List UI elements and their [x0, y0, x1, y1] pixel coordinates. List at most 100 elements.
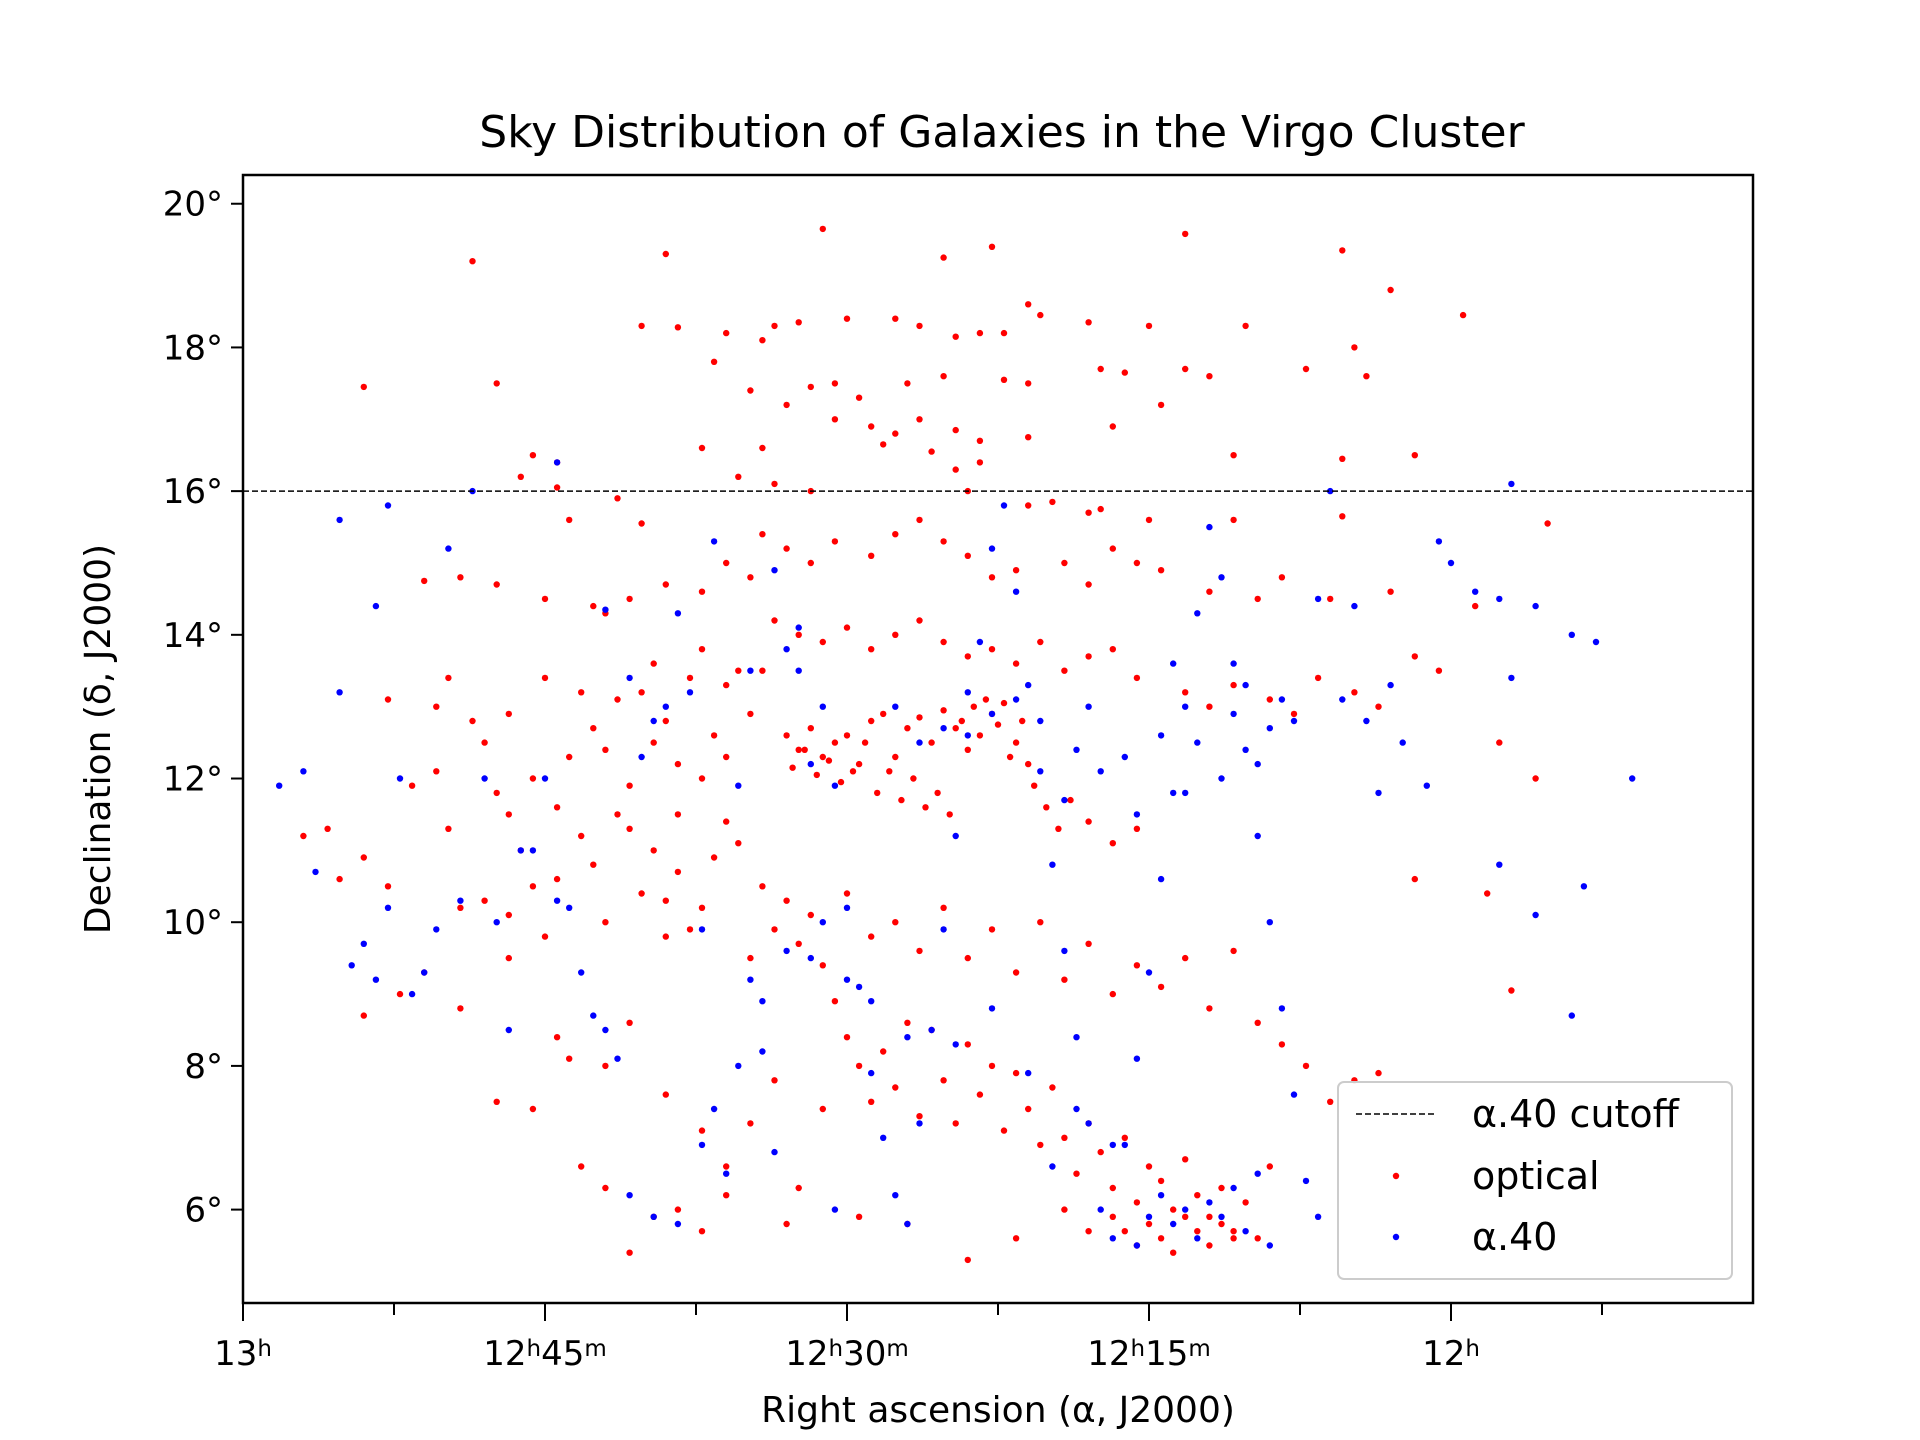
- alpha40-point: [1012, 696, 1020, 703]
- optical-point: [638, 520, 645, 527]
- alpha40-point: [1387, 681, 1394, 689]
- alpha40-point: [457, 897, 464, 904]
- optical-point: [553, 804, 561, 811]
- optical-point: [614, 811, 621, 818]
- optical-point: [880, 710, 887, 718]
- optical-point: [638, 322, 645, 330]
- optical-point: [1351, 344, 1358, 351]
- optical-point: [469, 258, 476, 265]
- alpha40-point: [1194, 610, 1201, 617]
- optical-point: [698, 646, 706, 653]
- optical-point: [916, 1113, 923, 1120]
- alpha40-point: [1447, 559, 1455, 567]
- alpha40-point: [1266, 919, 1274, 926]
- optical-point: [336, 875, 343, 883]
- optical-point: [457, 904, 464, 911]
- alpha40-point: [1278, 696, 1286, 703]
- optical-point: [747, 387, 754, 394]
- optical-point: [928, 448, 935, 455]
- optical-point: [886, 768, 893, 775]
- optical-point: [360, 1012, 367, 1019]
- optical-point: [1121, 1134, 1129, 1142]
- optical-point: [1109, 646, 1117, 653]
- optical-point: [771, 617, 778, 624]
- optical-point: [1145, 516, 1153, 524]
- alpha40-point: [553, 459, 561, 466]
- optical-point: [360, 854, 367, 861]
- optical-point: [916, 322, 923, 330]
- optical-point: [904, 725, 911, 732]
- optical-point: [988, 243, 996, 250]
- alpha40-point: [1206, 523, 1213, 531]
- y-tick-label: 6°: [184, 1191, 223, 1231]
- x-tick-label: 12h15m: [1087, 1334, 1211, 1374]
- optical-point: [1157, 567, 1165, 574]
- optical-point: [723, 1192, 730, 1199]
- optical-point: [590, 725, 597, 732]
- alpha40-point: [771, 567, 778, 574]
- optical-point: [1314, 674, 1322, 682]
- alpha40-point: [831, 782, 839, 789]
- optical-point: [795, 746, 802, 753]
- optical-point: [843, 732, 851, 739]
- y-axis-ticks: 6° 8° 10° 12° 14° 16° 18° 20°: [163, 185, 243, 1231]
- optical-point: [1025, 1105, 1032, 1113]
- alpha40-point: [481, 775, 488, 782]
- optical-point: [1302, 365, 1310, 373]
- optical-point: [819, 962, 826, 969]
- optical-point: [1302, 1062, 1310, 1070]
- alpha40-point: [1182, 789, 1189, 797]
- alpha40-point: [421, 969, 428, 976]
- alpha40-point: [1327, 487, 1334, 495]
- optical-point: [1339, 455, 1346, 462]
- alpha40-point: [1532, 602, 1539, 610]
- optical-point: [982, 696, 990, 703]
- optical-point: [1012, 739, 1020, 746]
- optical-point: [1242, 1199, 1249, 1206]
- optical-point: [759, 337, 766, 344]
- optical-point: [1061, 1134, 1068, 1142]
- alpha40-point: [698, 1141, 706, 1149]
- optical-point: [843, 890, 851, 897]
- optical-point: [916, 516, 923, 524]
- optical-point: [698, 904, 706, 911]
- alpha40-point: [868, 998, 875, 1005]
- optical-point: [1133, 674, 1141, 682]
- alpha40-point: [300, 768, 307, 775]
- alpha40-point: [892, 703, 899, 710]
- optical-point: [602, 746, 609, 753]
- alpha40-point: [1266, 725, 1274, 732]
- optical-point: [952, 1120, 959, 1127]
- optical-point: [1254, 595, 1261, 603]
- optical-point: [1025, 502, 1032, 509]
- optical-point: [553, 875, 561, 883]
- chart-title: Sky Distribution of Galaxies in the Virg…: [479, 107, 1525, 158]
- optical-point: [1327, 1098, 1334, 1106]
- alpha40-point: [940, 725, 947, 732]
- y-axis-label: Declination (δ, J2000): [78, 544, 119, 934]
- optical-point: [825, 757, 833, 764]
- y-tick-label: 8°: [184, 1047, 223, 1087]
- optical-point: [759, 531, 766, 538]
- alpha40-point: [807, 954, 814, 962]
- optical-point: [1206, 1242, 1213, 1249]
- alpha40-point: [336, 689, 343, 696]
- alpha40-point: [1061, 796, 1068, 804]
- alpha40-point: [1000, 502, 1008, 509]
- optical-point: [952, 466, 959, 473]
- alpha40-point: [723, 1170, 730, 1177]
- optical-point: [988, 1062, 996, 1070]
- alpha40-point: [843, 976, 851, 983]
- alpha40-point: [1170, 789, 1177, 797]
- optical-point: [868, 646, 875, 653]
- optical-point: [1375, 1069, 1382, 1077]
- alpha40-point: [1073, 746, 1080, 753]
- legend-alpha40-swatch: [1392, 1233, 1400, 1241]
- optical-point: [1375, 703, 1382, 710]
- optical-point: [819, 225, 826, 233]
- optical-point: [916, 714, 923, 721]
- optical-point: [831, 538, 839, 545]
- optical-point: [662, 581, 669, 588]
- optical-point: [626, 825, 633, 832]
- optical-point: [831, 380, 839, 387]
